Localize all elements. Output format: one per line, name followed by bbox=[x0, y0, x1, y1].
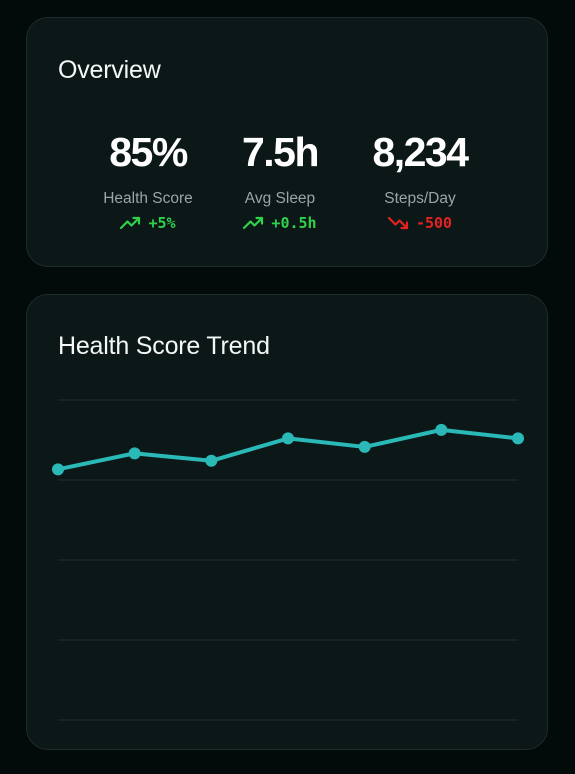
stat-label: Steps/Day bbox=[384, 190, 456, 207]
data-point[interactable] bbox=[512, 432, 524, 445]
overview-title: Overview bbox=[58, 56, 161, 84]
stat-change-value: +5% bbox=[148, 214, 176, 232]
data-point[interactable] bbox=[282, 432, 294, 445]
trend-up-icon bbox=[243, 216, 264, 230]
data-point[interactable] bbox=[435, 423, 448, 436]
health-score-trend-card: Health Score Trend bbox=[26, 294, 548, 750]
data-point[interactable] bbox=[128, 447, 141, 460]
trend-down-icon bbox=[387, 216, 409, 230]
overview-card: Overview 85% Health Score +5% 7.5h Avg S… bbox=[26, 17, 548, 267]
trend-title: Health Score Trend bbox=[58, 332, 270, 360]
trend-up-icon bbox=[120, 216, 141, 230]
stat-health-score: 85% Health Score +5% bbox=[73, 128, 223, 233]
stat-value: 8,234 bbox=[372, 129, 469, 175]
data-point[interactable] bbox=[358, 440, 371, 453]
data-point[interactable] bbox=[52, 463, 64, 476]
stat-change-value: +0.5h bbox=[271, 214, 317, 232]
stat-change: +0.5h bbox=[205, 213, 355, 233]
stat-label: Avg Sleep bbox=[244, 190, 316, 207]
stat-change: -500 bbox=[345, 213, 495, 233]
stat-avg-sleep: 7.5h Avg Sleep +0.5h bbox=[205, 128, 355, 233]
stat-label: Health Score bbox=[103, 190, 193, 207]
health-score-chart bbox=[52, 399, 524, 721]
stat-value: 7.5h bbox=[241, 129, 320, 175]
stat-change: +5% bbox=[73, 213, 223, 233]
stat-value: 85% bbox=[109, 129, 188, 175]
data-point[interactable] bbox=[205, 454, 218, 467]
stat-change-value: -500 bbox=[415, 214, 453, 232]
stat-steps-day: 8,234 Steps/Day -500 bbox=[345, 128, 495, 233]
